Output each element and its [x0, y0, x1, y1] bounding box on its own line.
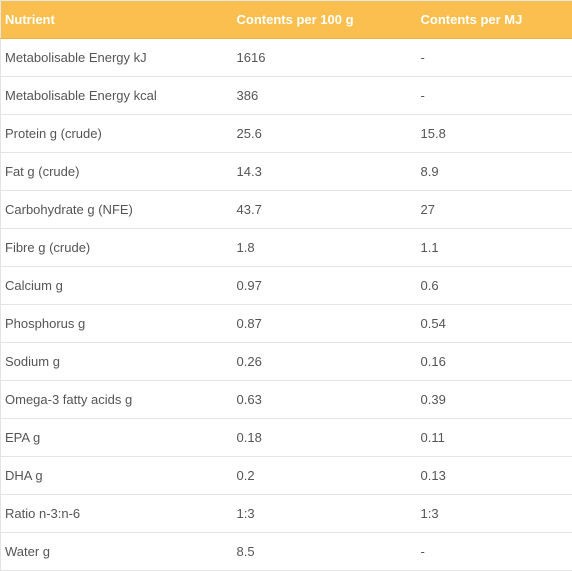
cell-nutrient: Sodium g	[1, 343, 233, 381]
cell-per-100g: 1616	[233, 39, 417, 77]
cell-per-mj: 0.16	[417, 343, 572, 381]
cell-nutrient: DHA g	[1, 457, 233, 495]
cell-nutrient: Protein g (crude)	[1, 115, 233, 153]
cell-nutrient: Fibre g (crude)	[1, 229, 233, 267]
cell-nutrient: Fat g (crude)	[1, 153, 233, 191]
cell-per-100g: 8.5	[233, 533, 417, 571]
cell-per-100g: 386	[233, 77, 417, 115]
cell-per-100g: 0.2	[233, 457, 417, 495]
cell-nutrient: Metabolisable Energy kcal	[1, 77, 233, 115]
cell-per-mj: 1:3	[417, 495, 572, 533]
cell-nutrient: Metabolisable Energy kJ	[1, 39, 233, 77]
cell-per-mj: -	[417, 533, 572, 571]
cell-per-100g: 0.63	[233, 381, 417, 419]
cell-per-100g: 0.97	[233, 267, 417, 305]
cell-per-100g: 0.18	[233, 419, 417, 457]
cell-per-mj: -	[417, 77, 572, 115]
cell-per-100g: 0.26	[233, 343, 417, 381]
cell-per-mj: 0.13	[417, 457, 572, 495]
cell-per-mj: -	[417, 39, 572, 77]
cell-nutrient: Ratio n-3:n-6	[1, 495, 233, 533]
cell-per-100g: 1.8	[233, 229, 417, 267]
cell-nutrient: Water g	[1, 533, 233, 571]
cell-per-mj: 15.8	[417, 115, 572, 153]
cell-per-mj: 1.1	[417, 229, 572, 267]
header-per-100g: Contents per 100 g	[233, 1, 417, 39]
cell-nutrient: Carbohydrate g (NFE)	[1, 191, 233, 229]
cell-nutrient: Calcium g	[1, 267, 233, 305]
cell-per-100g: 43.7	[233, 191, 417, 229]
cell-per-mj: 0.11	[417, 419, 572, 457]
header-nutrient: Nutrient	[1, 1, 233, 39]
cell-nutrient: Phosphorus g	[1, 305, 233, 343]
table-header: Nutrient Contents per 100 g Contents per…	[1, 1, 572, 39]
header-row: Nutrient Contents per 100 g Contents per…	[1, 1, 572, 39]
cell-per-100g: 1:3	[233, 495, 417, 533]
cell-nutrient: Omega-3 fatty acids g	[1, 381, 233, 419]
cell-per-mj: 8.9	[417, 153, 572, 191]
header-per-mj: Contents per MJ	[417, 1, 572, 39]
cell-per-100g: 14.3	[233, 153, 417, 191]
cell-per-100g: 25.6	[233, 115, 417, 153]
cell-per-mj: 0.54	[417, 305, 572, 343]
cell-per-mj: 0.39	[417, 381, 572, 419]
cell-nutrient: EPA g	[1, 419, 233, 457]
cell-per-100g: 0.87	[233, 305, 417, 343]
cell-per-mj: 27	[417, 191, 572, 229]
cell-per-mj: 0.6	[417, 267, 572, 305]
